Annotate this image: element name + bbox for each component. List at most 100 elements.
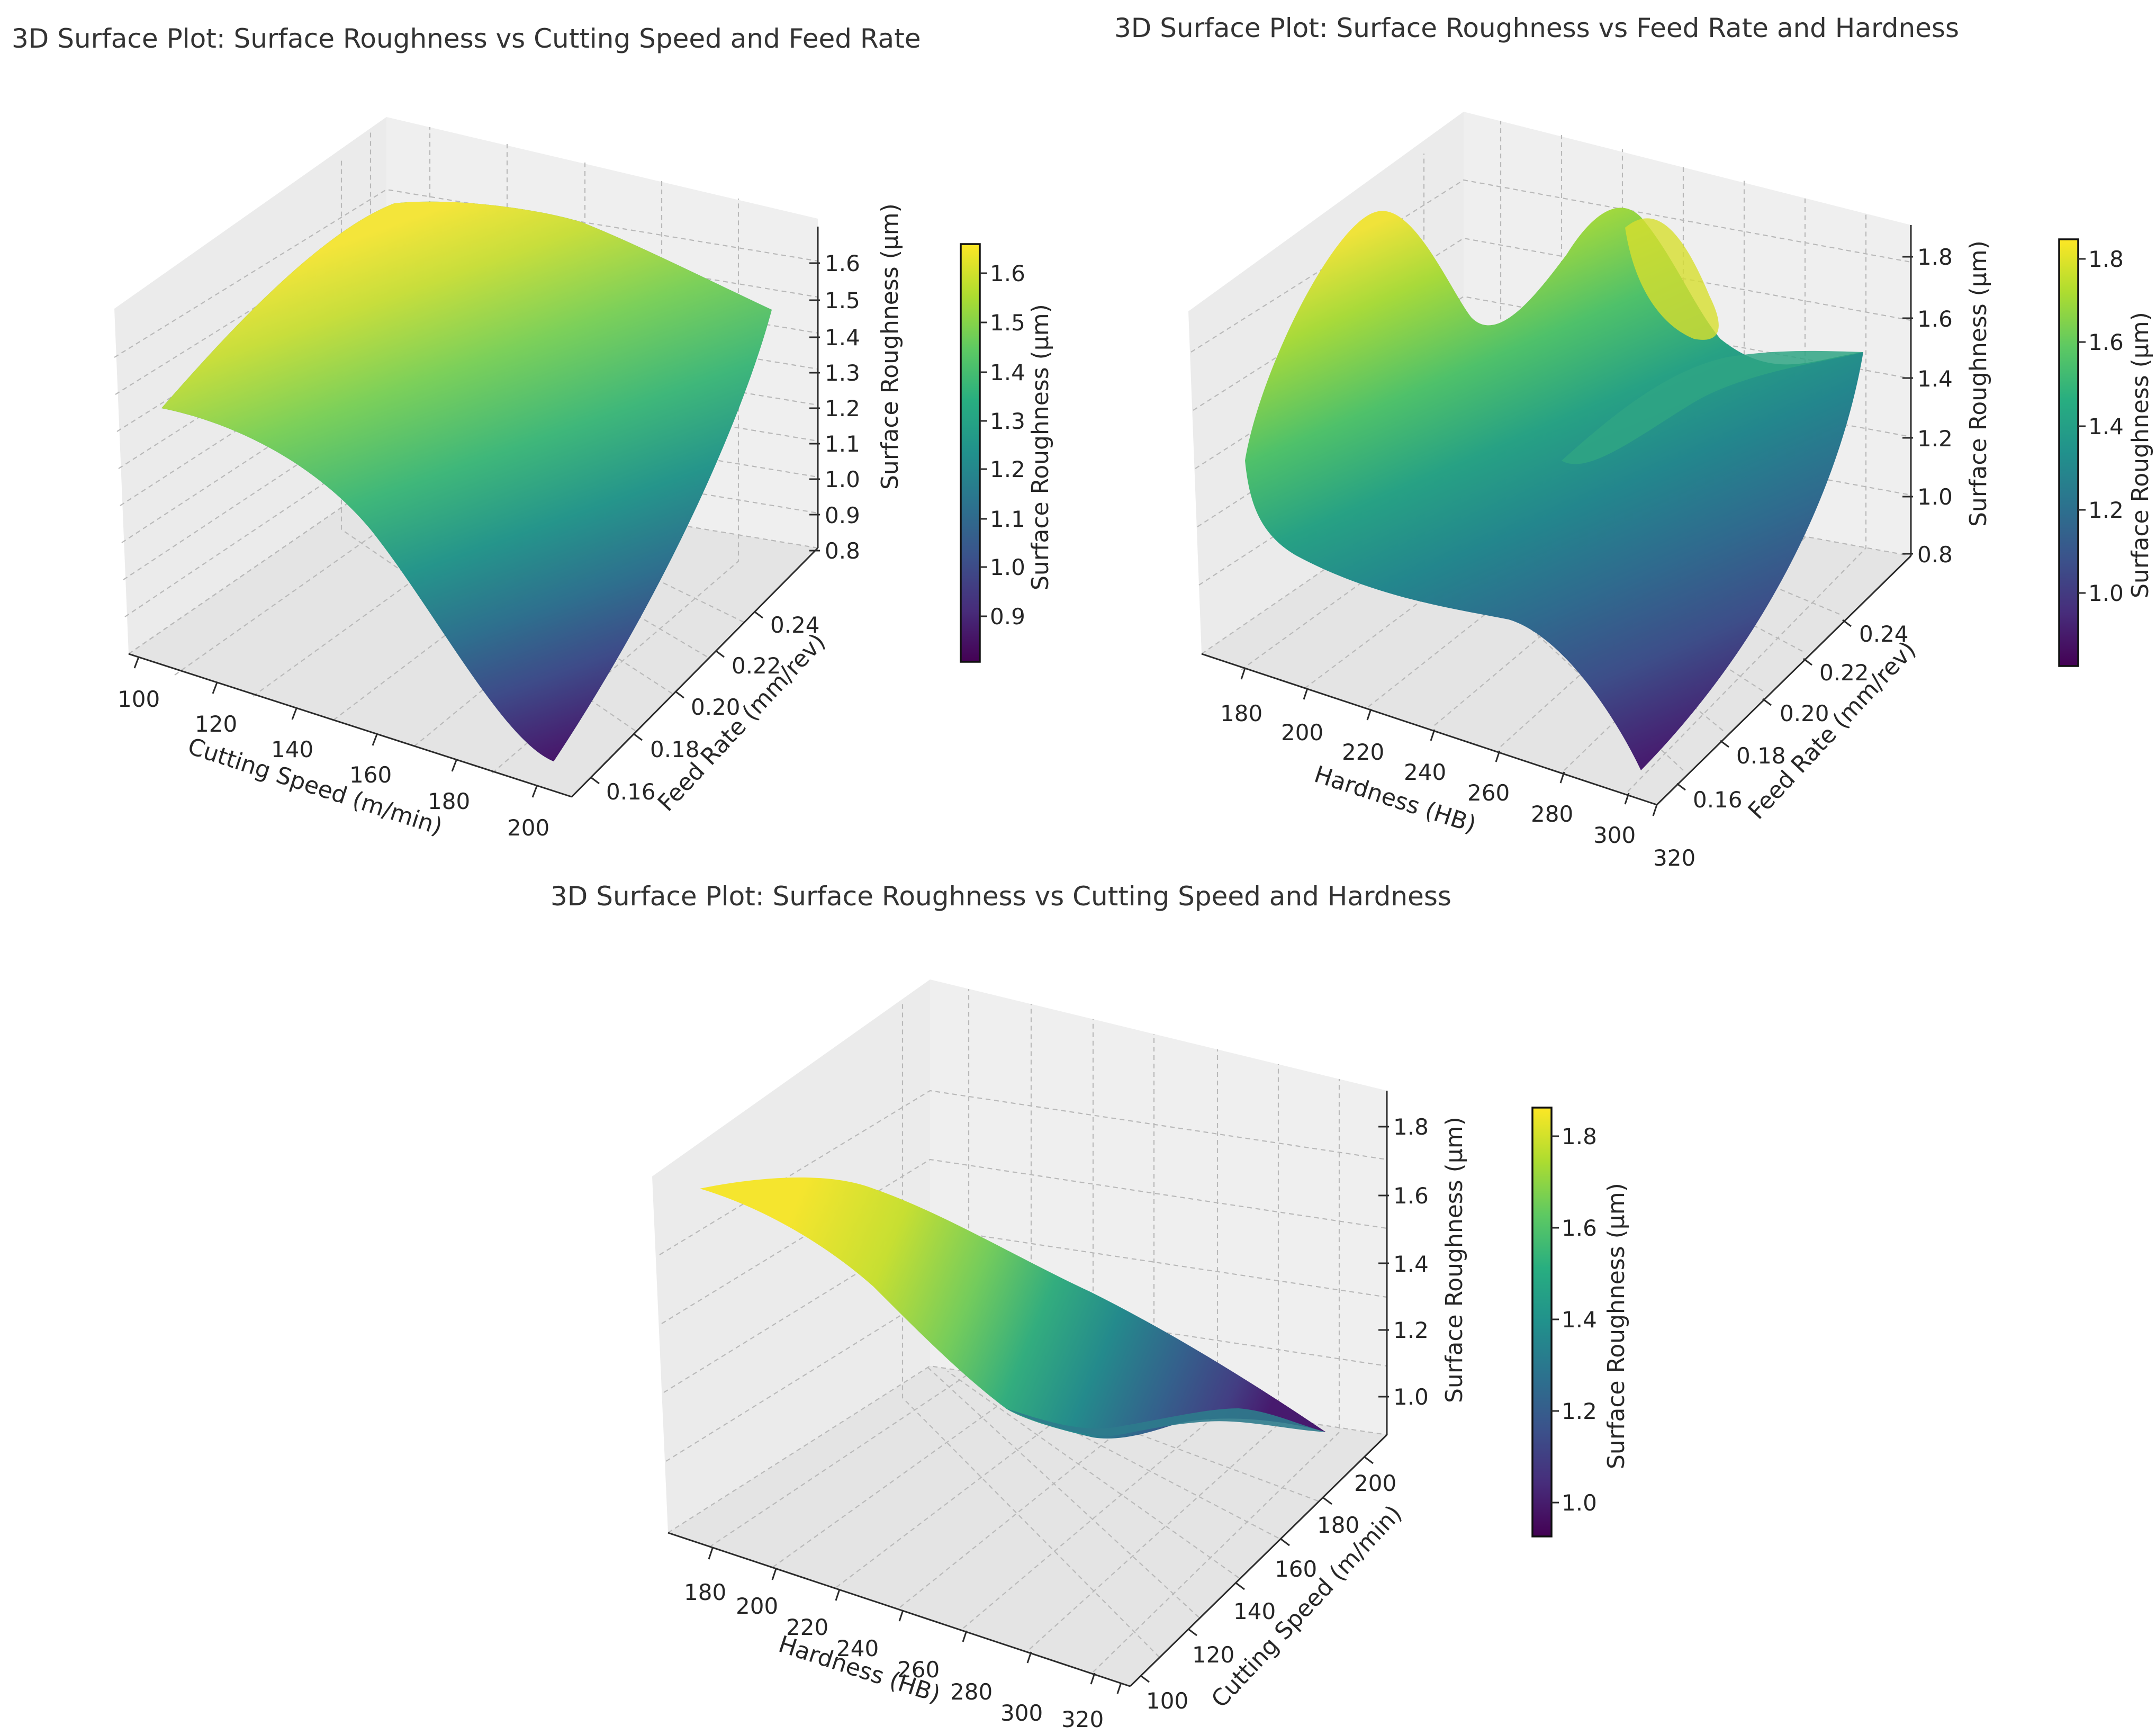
- chart-3-title: 3D Surface Plot: Surface Roughness vs Cu…: [551, 881, 1451, 912]
- chart-1-x-tick: 120: [195, 711, 237, 737]
- chart-3-y-tick: 120: [1192, 1642, 1234, 1668]
- chart-1-colorbar-gradient: [961, 244, 980, 662]
- chart-3: 3D Surface Plot: Surface Roughness vs Cu…: [551, 881, 1630, 1732]
- chart-2-x-tick: 280: [1531, 801, 1573, 827]
- chart-1-x-axis-label: Cutting Speed (m/min): [185, 733, 446, 841]
- chart-2-z-ticks: 0.8 1.0 1.2 1.4 1.6 1.8: [1902, 244, 1953, 568]
- chart-2-x-axis: [1201, 653, 1657, 806]
- chart-2-z-axis-label: Surface Roughness (µm): [1965, 240, 1992, 527]
- chart-2-x-tick: 300: [1593, 822, 1636, 848]
- chart-2-title: 3D Surface Plot: Surface Roughness vs Fe…: [1114, 13, 1959, 43]
- chart-3-colorbar: 1.0 1.2 1.4 1.6 1.8 Surface Roughness (µ…: [1531, 1107, 1630, 1538]
- chart-2-y-tick: 0.16: [1693, 787, 1743, 813]
- chart-2-colorbar-tick: 1.0: [2088, 580, 2124, 606]
- chart-1-y-tick: 0.22: [732, 653, 781, 679]
- chart-3-x-tick: 280: [950, 1679, 993, 1705]
- chart-1-z-tick: 1.5: [825, 287, 860, 313]
- chart-2-colorbar-tick: 1.6: [2088, 329, 2124, 355]
- chart-3-y-tick: 180: [1317, 1512, 1359, 1538]
- chart-3-x-tick: 220: [786, 1614, 828, 1640]
- chart-2-z-tick: 1.8: [1917, 244, 1953, 270]
- chart-2-colorbar: 1.0 1.2 1.4 1.6 1.8 Surface Roughness (µ…: [2058, 238, 2154, 667]
- chart-1-colorbar-label: Surface Roughness (µm): [1027, 304, 1054, 590]
- chart-3-x-tick: 200: [736, 1593, 778, 1619]
- chart-3-y-tick: 160: [1275, 1556, 1317, 1582]
- chart-1-y-ticks: 0.16 0.18 0.20 0.22 0.24: [590, 610, 820, 805]
- chart-2-colorbar-tick: 1.4: [2088, 413, 2124, 439]
- chart-3-colorbar-tick: 1.4: [1562, 1307, 1597, 1333]
- chart-2-z-tick: 1.6: [1917, 306, 1953, 332]
- chart-1-z-tick: 1.4: [825, 325, 860, 350]
- chart-1: 3D Surface Plot: Surface Roughness vs Cu…: [12, 23, 1054, 841]
- chart-1-colorbar-tick: 1.5: [990, 310, 1025, 336]
- chart-1-z-tick: 1.3: [825, 360, 860, 386]
- chart-3-surface-edge: [1006, 1408, 1326, 1436]
- chart-2-x-axis-label: Hardness (HB): [1311, 761, 1480, 839]
- chart-2-y-tick: 0.24: [1859, 621, 1909, 647]
- chart-2-surface: [1245, 208, 1863, 771]
- chart-3-x-ticks: 180 200 220 240 260 280 300 320: [684, 1548, 1122, 1732]
- chart-3-x-tick: 320: [1061, 1706, 1104, 1732]
- chart-2-x-tick: 200: [1281, 720, 1323, 745]
- chart-2-z-tick: 0.8: [1917, 542, 1953, 568]
- chart-1-colorbar-tick: 0.9: [990, 604, 1025, 630]
- chart-1-colorbar-tick: 1.4: [990, 359, 1025, 385]
- chart-2-x-tick: 320: [1653, 845, 1695, 871]
- chart-3-colorbar-gradient: [1532, 1108, 1551, 1536]
- chart-3-y-ticks: 100 120 140 160 180 200: [1140, 1456, 1396, 1714]
- chart-1-z-axis-label: Surface Roughness (µm): [877, 203, 904, 490]
- chart-1-x-tick: 160: [349, 762, 392, 788]
- chart-1-z-ticks: 0.8 0.9 1.0 1.1 1.2 1.3 1.4 1.5 1.6: [809, 250, 860, 564]
- chart-1-surface-shade: [161, 201, 772, 761]
- chart-2-z-tick: 1.4: [1917, 366, 1953, 392]
- chart-3-x-tick: 180: [684, 1579, 726, 1605]
- chart-3-z-tick: 1.0: [1393, 1384, 1429, 1410]
- chart-1-colorbar-tick: 1.1: [990, 506, 1025, 532]
- chart-1-colorbar-tick: 1.2: [990, 456, 1025, 482]
- chart-1-surface: [161, 201, 772, 761]
- chart-3-x-tick: 260: [897, 1657, 940, 1683]
- chart-3-colorbar-tick: 1.0: [1562, 1490, 1597, 1516]
- chart-1-x-tick: 100: [118, 686, 160, 712]
- chart-1-x-ticks: 100 120 140 160 180 200: [118, 657, 549, 841]
- chart-1-colorbar: 0.9 1.0 1.1 1.2 1.3 1.4 1.5 1.6 Surface …: [960, 243, 1054, 663]
- chart-3-left-pane: [652, 979, 930, 1533]
- chart-3-z-tick: 1.4: [1393, 1251, 1429, 1277]
- chart-3-y-tick: 100: [1146, 1688, 1188, 1714]
- chart-2-surface-lobe: [1625, 218, 1719, 340]
- chart-2-colorbar-tick: 1.8: [2088, 246, 2124, 272]
- chart-2-x-tick: 240: [1404, 759, 1446, 785]
- chart-3-x-tick: 300: [1000, 1700, 1043, 1726]
- chart-1-title: 3D Surface Plot: Surface Roughness vs Cu…: [12, 23, 921, 54]
- chart-1-x-axis: [128, 653, 572, 798]
- chart-2-colorbar-gradient: [2059, 239, 2078, 666]
- chart-3-x-axis: [667, 1532, 1131, 1687]
- chart-1-y-tick: 0.16: [606, 779, 656, 805]
- chart-3-colorbar-tick: 1.2: [1562, 1398, 1597, 1424]
- chart-1-z-tick: 1.1: [825, 431, 860, 457]
- chart-3-colorbar-label: Surface Roughness (µm): [1603, 1183, 1630, 1469]
- chart-3-z-ticks: 1.0 1.2 1.4 1.6 1.8: [1378, 1114, 1429, 1410]
- chart-2-y-tick: 0.20: [1780, 700, 1829, 726]
- chart-3-colorbar-tick: 1.8: [1562, 1123, 1597, 1149]
- chart-1-z-tick: 1.2: [825, 395, 860, 421]
- chart-1-y-axis: [571, 547, 819, 798]
- chart-1-y-tick: 0.20: [691, 694, 741, 720]
- chart-1-y-tick: 0.18: [650, 736, 700, 762]
- chart-2-surface-fold: [1562, 350, 1863, 464]
- chart-3-y-tick: 200: [1354, 1470, 1396, 1496]
- chart-2-x-tick: 260: [1467, 780, 1510, 806]
- chart-2-x-tick: 220: [1342, 739, 1384, 765]
- chart-3-z-axis-label: Surface Roughness (µm): [1441, 1117, 1468, 1403]
- chart-1-x-tick: 180: [428, 788, 470, 814]
- chart-2-y-tick: 0.18: [1736, 743, 1786, 769]
- chart-3-z-tick: 1.8: [1393, 1114, 1429, 1140]
- chart-3-surface: [700, 1177, 1326, 1439]
- chart-1-colorbar-tick: 1.3: [990, 408, 1025, 434]
- chart-1-colorbar-tick: 1.6: [990, 260, 1025, 286]
- chart-3-y-tick: 140: [1233, 1598, 1276, 1624]
- chart-2-z-tick: 1.0: [1917, 484, 1953, 510]
- chart-3-surface-mesh: [700, 1177, 1326, 1439]
- chart-2-colorbar-label: Surface Roughness (µm): [2127, 312, 2154, 598]
